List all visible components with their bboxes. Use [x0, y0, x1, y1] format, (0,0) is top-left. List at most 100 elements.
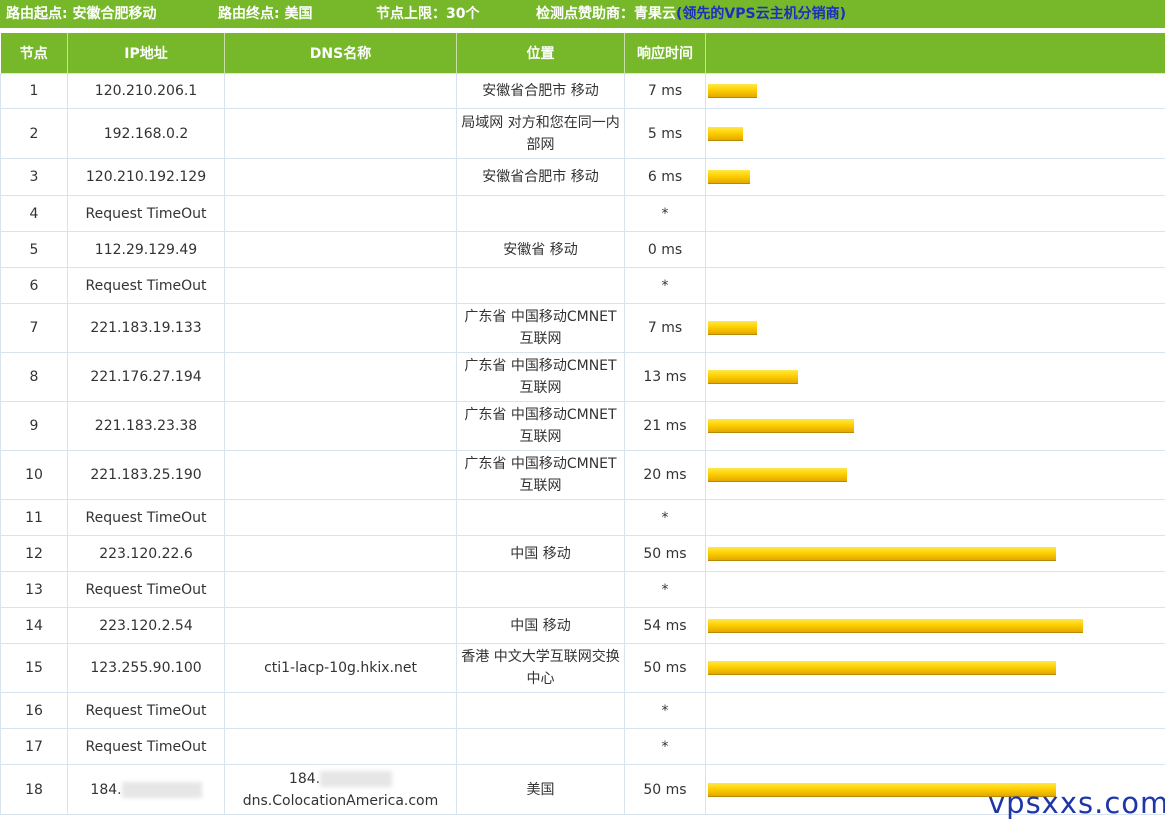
dns-cell: [224, 535, 457, 572]
sponsor-link[interactable]: 青果云: [634, 6, 676, 22]
bar-cell: [705, 303, 1165, 353]
latency-bar: [708, 661, 1056, 675]
bar-cell: [705, 231, 1165, 268]
table-row: 13 Request TimeOut *: [0, 571, 1165, 608]
table-body: 1 120.210.206.1 安徽省合肥市 移动 7 ms 2 192.168.0.2 局…: [0, 73, 1165, 815]
location-cell: [456, 499, 625, 536]
latency-bar: [708, 419, 854, 433]
location-cell: 中国 移动: [456, 607, 625, 644]
dns-cell: [224, 195, 457, 232]
response-time-cell: 54 ms: [624, 607, 706, 644]
watermark: vpsxxs.com: [988, 786, 1165, 820]
bar-cell: [705, 535, 1165, 572]
node-cell: 15: [0, 643, 68, 693]
response-time-cell: 50 ms: [624, 643, 706, 693]
dns-cell: [224, 571, 457, 608]
ip-cell: 223.120.22.6: [67, 535, 225, 572]
dns-cell: [224, 728, 457, 765]
table-row: 1 120.210.206.1 安徽省合肥市 移动 7 ms: [0, 73, 1165, 109]
bar-cell: [705, 607, 1165, 644]
column-header-ip: IP地址: [67, 33, 225, 74]
column-header-bar: [705, 33, 1165, 74]
ip-cell: 221.183.19.133: [67, 303, 225, 353]
response-time-cell: 5 ms: [624, 108, 706, 159]
ip-cell: 120.210.206.1: [67, 73, 225, 109]
dns-visible-part: 184.: [288, 770, 321, 787]
bar-cell: [705, 692, 1165, 729]
bar-cell: [705, 158, 1165, 196]
response-time-cell: 21 ms: [624, 401, 706, 451]
bar-cell: [705, 195, 1165, 232]
column-header-dns: DNS名称: [224, 33, 457, 74]
ip-cell: 184.: [67, 764, 225, 815]
location-cell: 香港 中文大学互联网交换中心: [456, 643, 625, 693]
bar-cell: [705, 450, 1165, 500]
bar-cell: [705, 352, 1165, 402]
table-row: 9 221.183.23.38 广东省 中国移动CMNET互联网 21 ms: [0, 401, 1165, 451]
response-time-cell: *: [624, 571, 706, 608]
location-cell: 美国: [456, 764, 625, 815]
traceroute-table: 节点 IP地址 DNS名称 位置 响应时间 1 120.210.206.1 安徽省合…: [0, 33, 1165, 815]
table-row: 5 112.29.129.49 安徽省 移动 0 ms: [0, 231, 1165, 268]
sponsor-info: 检测点赞助商：青果云(领先的VPS云主机分销商): [536, 0, 846, 28]
location-cell: [456, 267, 625, 304]
location-cell: 中国 移动: [456, 535, 625, 572]
ip-cell: Request TimeOut: [67, 571, 225, 608]
node-cell: 10: [0, 450, 68, 500]
node-cell: 12: [0, 535, 68, 572]
redacted-ip-blur: [121, 781, 202, 798]
table-row: 11 Request TimeOut *: [0, 499, 1165, 536]
sponsor-prefix: 检测点赞助商：: [536, 6, 634, 22]
node-cell: 11: [0, 499, 68, 536]
location-cell: 安徽省 移动: [456, 231, 625, 268]
latency-bar: [708, 370, 798, 384]
bar-cell: [705, 73, 1165, 109]
node-cell: 8: [0, 352, 68, 402]
ip-cell: Request TimeOut: [67, 195, 225, 232]
response-time-cell: *: [624, 195, 706, 232]
node-cell: 6: [0, 267, 68, 304]
ip-cell: 223.120.2.54: [67, 607, 225, 644]
ip-cell: 221.183.25.190: [67, 450, 225, 500]
route-start-label: 路由起点: 安徽合肥移动: [6, 6, 157, 22]
dns-cell: [224, 73, 457, 109]
column-header-node: 节点: [0, 33, 68, 74]
response-time-cell: 20 ms: [624, 450, 706, 500]
latency-bar: [708, 782, 1056, 797]
response-time-cell: *: [624, 499, 706, 536]
location-cell: 安徽省合肥市 移动: [456, 158, 625, 196]
ip-cell: Request TimeOut: [67, 267, 225, 304]
location-cell: [456, 692, 625, 729]
table-row: 10 221.183.25.190 广东省 中国移动CMNET互联网 20 ms: [0, 450, 1165, 500]
table-row: 4 Request TimeOut *: [0, 195, 1165, 232]
node-limit-label: 节点上限：30个: [376, 6, 480, 22]
location-cell: 安徽省合肥市 移动: [456, 73, 625, 109]
dns-cell: [224, 450, 457, 500]
bar-cell: [705, 764, 1165, 815]
bar-cell: [705, 571, 1165, 608]
route-info-bar: 路由起点: 安徽合肥移动 路由终点: 美国 节点上限：30个 检测点赞助商：青果…: [0, 0, 1165, 28]
node-cell: 2: [0, 108, 68, 159]
latency-bar: [708, 84, 757, 98]
latency-bar: [708, 468, 847, 482]
dns-cell: [224, 267, 457, 304]
location-cell: 广东省 中国移动CMNET互联网: [456, 450, 625, 500]
table-row: 14 223.120.2.54 中国 移动 54 ms: [0, 607, 1165, 644]
table-row: 12 223.120.22.6 中国 移动 50 ms: [0, 535, 1165, 572]
latency-bar: [708, 546, 1056, 561]
dns-cell: [224, 401, 457, 451]
table-row: 18 184. 184. dns.ColocationAmerica.com 美国 50 …: [0, 764, 1165, 815]
dns-cell: [224, 303, 457, 353]
dns-cell: [224, 692, 457, 729]
ip-cell: 112.29.129.49: [67, 231, 225, 268]
bar-cell: [705, 267, 1165, 304]
latency-bar: [708, 170, 750, 184]
table-row: 16 Request TimeOut *: [0, 692, 1165, 729]
location-cell: 广东省 中国移动CMNET互联网: [456, 303, 625, 353]
node-cell: 13: [0, 571, 68, 608]
ip-cell: Request TimeOut: [67, 692, 225, 729]
bar-cell: [705, 108, 1165, 159]
ip-cell: 120.210.192.129: [67, 158, 225, 196]
response-time-cell: 7 ms: [624, 303, 706, 353]
bar-cell: [705, 401, 1165, 451]
